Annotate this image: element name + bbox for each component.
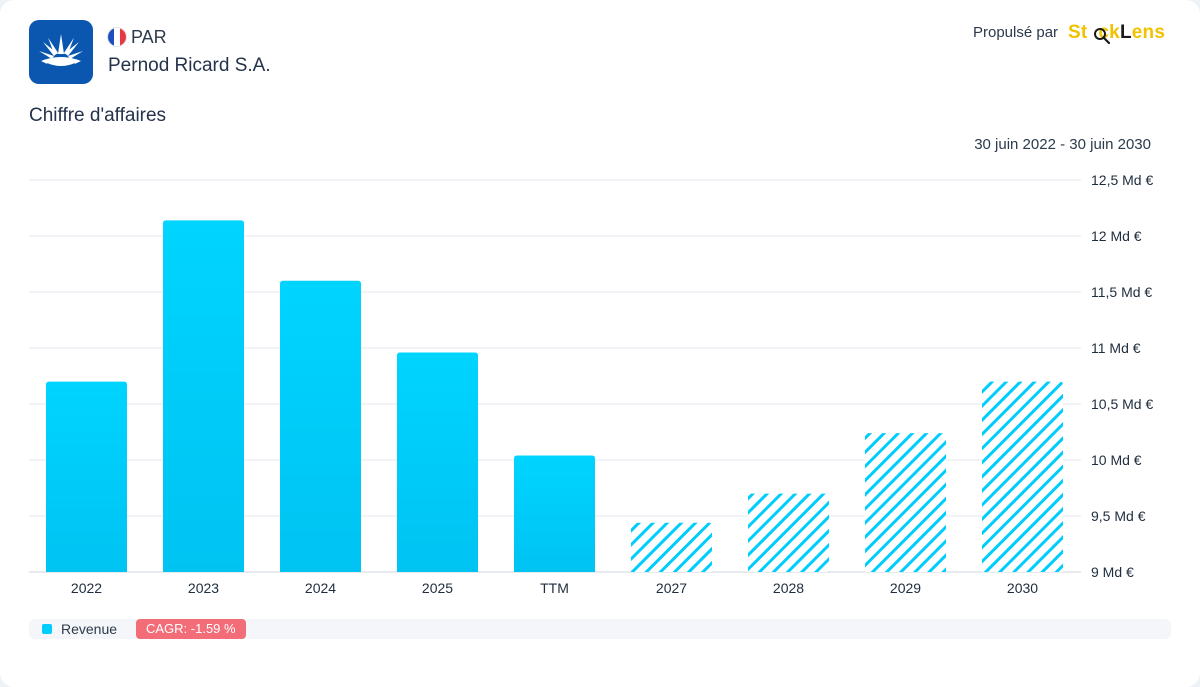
company-logo-icon	[29, 20, 93, 84]
y-tick-label: 10,5 Md €	[1091, 396, 1153, 412]
revenue-legend-swatch	[42, 624, 52, 634]
brand-part3-rest: ens	[1131, 22, 1166, 43]
revenue-bar[interactable]	[46, 381, 127, 572]
y-tick-label: 11 Md €	[1091, 340, 1141, 356]
x-tick-label: 2024	[305, 580, 336, 596]
brand-part3-l: L	[1119, 22, 1132, 43]
y-tick-label: 12 Md €	[1091, 228, 1142, 244]
chart-title: Chiffre d'affaires	[29, 105, 167, 126]
france-flag-icon	[108, 28, 126, 46]
date-range: 30 juin 2022 - 30 juin 2030	[974, 136, 1151, 153]
x-tick-label: 2029	[890, 580, 921, 596]
y-tick-label: 9,5 Md €	[1091, 508, 1146, 524]
y-tick-label: 11,5 Md €	[1091, 284, 1152, 300]
x-tick-label: 2022	[71, 580, 102, 596]
revenue-bar[interactable]	[280, 280, 361, 572]
estimate-bar[interactable]	[865, 433, 946, 572]
x-tick-label: 2023	[188, 580, 219, 596]
magnifier-icon	[1094, 28, 1111, 45]
revenue-bar[interactable]	[397, 352, 478, 572]
revenue-bar[interactable]	[514, 455, 595, 572]
exchange-label: PAR	[131, 27, 167, 47]
estimate-bar[interactable]	[982, 381, 1063, 572]
estimate-bar[interactable]	[631, 522, 712, 572]
company-name: Pernod Ricard S.A.	[108, 55, 271, 76]
estimate-bar[interactable]	[748, 493, 829, 572]
cagr-badge: CAGR: -1.59 %	[136, 619, 246, 639]
x-tick-label: 2027	[656, 580, 687, 596]
revenue-legend-label[interactable]: Revenue	[61, 621, 118, 637]
x-tick-label: 2028	[773, 580, 804, 596]
y-tick-label: 9 Md €	[1091, 564, 1134, 580]
powered-by-label: Propulsé par	[973, 24, 1059, 41]
x-tick-label: 2030	[1007, 580, 1038, 596]
x-tick-label: 2025	[422, 580, 453, 596]
brand-part1: St	[1068, 22, 1088, 43]
x-tick-label: TTM	[540, 580, 569, 596]
y-tick-label: 12,5 Md €	[1091, 172, 1153, 188]
y-tick-label: 10 Md €	[1091, 452, 1142, 468]
revenue-bar[interactable]	[163, 220, 244, 572]
legend-bar	[29, 619, 1171, 639]
